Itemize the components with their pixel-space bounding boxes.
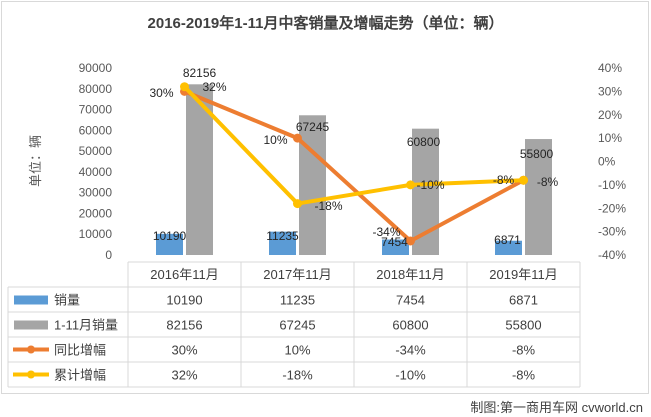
table-cell: -8% [512,368,536,383]
right-axis-tick-label: 30% [598,84,622,98]
left-axis-tick-label: 20000 [79,206,113,220]
bar-monthly [156,233,183,255]
table-row-label: 1-11月销量 [54,318,118,333]
legend-key-marker [27,370,35,379]
right-axis-tick-label: -40% [598,248,626,262]
x-axis-category-label: 2016年11月 [150,267,218,282]
cumulative-growth-value-label: -18% [314,199,342,213]
yoy-growth-value-label: 30% [149,86,173,100]
bar-cumulative [299,115,326,255]
yoy-growth-value-label: 10% [263,133,287,147]
table-cell: -8% [512,343,536,358]
right-axis-tick-label: 20% [598,108,622,122]
right-axis-tick-label: -10% [598,178,626,192]
yoy-growth-line [183,89,525,243]
table-cell: 67245 [279,318,315,333]
left-axis-tick-label: 60000 [79,123,113,137]
chart-frame [1,1,649,394]
table-cell: 82156 [166,318,202,333]
bar-cumulative [525,139,552,255]
y-axis-title: 单位：辆 [28,135,43,187]
table-row-label: 累计增幅 [54,368,106,383]
right-axis-tick-label: 10% [598,131,622,145]
table-cell: 30% [171,343,197,358]
bar-monthly-value-label: 6871 [494,233,521,247]
yoy-growth-value-label: -34% [372,225,400,239]
table-cell: 32% [171,368,197,383]
left-axis-tick-label: 50000 [79,144,113,158]
table-cell: -10% [395,368,426,383]
right-axis-tick-label: -30% [598,225,626,239]
table-cell: 10190 [166,293,202,308]
legend-key-marker [27,345,35,354]
yoy-growth-marker [406,236,415,246]
table-cell: 55800 [505,318,541,333]
table-cell: 10% [284,343,310,358]
bar-cumulative-value-label: 82156 [183,66,217,80]
right-axis-tick-label: 0% [598,155,616,169]
legend-key-bar [14,320,48,330]
yoy-growth-value-label: -8% [493,173,515,187]
left-axis-tick-label: 0 [105,248,112,262]
x-axis-category-label: 2019年11月 [489,267,557,282]
right-axis-tick-label: 40% [598,61,622,75]
cumulative-growth-marker [180,82,189,92]
table-cell: -34% [395,343,426,358]
bar-cumulative-value-label: 67245 [296,120,330,134]
table-row-label: 销量 [54,293,80,308]
table-cell: 11235 [280,293,315,308]
bar-monthly [495,240,522,255]
table-row-label: 同比增幅 [54,343,106,358]
left-axis-tick-label: 80000 [79,82,113,96]
left-axis-tick-label: 40000 [79,165,113,179]
cumulative-growth-value-label: -10% [416,178,444,192]
cumulative-growth-value-label: 32% [202,80,226,94]
bar-monthly-value-label: 7454 [381,235,408,249]
cumulative-growth-value-label: -8% [537,175,559,189]
table-cell: 60800 [392,318,428,333]
cumulative-growth-marker [406,180,415,190]
left-axis-tick-label: 70000 [79,103,113,117]
table-cell: 6871 [509,293,538,308]
x-axis-category-label: 2017年11月 [263,267,331,282]
cumulative-growth-line [183,85,524,206]
bar-monthly [269,231,296,255]
left-axis-tick-label: 30000 [79,186,113,200]
chart-title: 2016-2019年1-11月中客销量及增幅走势（单位：辆） [147,15,504,32]
table-cell: 7454 [396,293,425,308]
left-axis-tick-label: 10000 [79,227,113,241]
bar-monthly-value-label: 11235 [266,229,299,243]
bar-monthly-value-label: 10190 [153,229,187,243]
legend-key-bar [14,295,48,305]
right-axis-tick-label: -20% [598,201,626,215]
bar-cumulative-value-label: 60800 [407,135,441,149]
cumulative-growth-marker [293,199,302,209]
yoy-growth-marker [293,133,302,143]
source-note: 制图:第一商用车网 cvworld.cn [470,400,643,415]
bar-cumulative-value-label: 55800 [520,147,554,161]
x-axis-category-label: 2018年11月 [376,267,444,282]
cumulative-growth-marker [519,175,528,185]
left-axis-tick-label: 90000 [79,61,113,75]
bar-monthly [382,239,409,255]
table-cell: -18% [282,368,313,383]
